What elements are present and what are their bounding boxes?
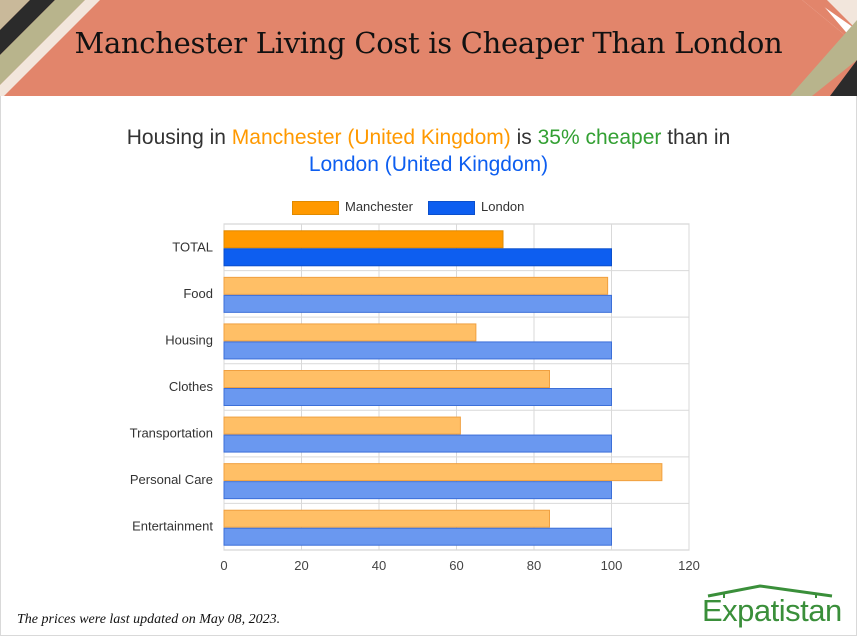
y-category-label: Clothes <box>169 379 214 394</box>
subtitle-city-1: Manchester (United Kingdom) <box>231 126 511 149</box>
bar-manchester-total <box>223 230 504 249</box>
x-tick-label: 20 <box>294 558 308 573</box>
last-updated-note: The prices were last updated on May 08, … <box>17 612 281 627</box>
legend-swatch-manchester <box>292 201 339 215</box>
expatistan-logo: Expatistan <box>700 584 842 630</box>
bar-london-total <box>223 248 612 267</box>
bar-chart: 0 20 40 60 80 100 120 TOTAL Food Housing Clothes Tr… <box>130 223 700 573</box>
y-category-label: Personal Care <box>130 472 213 487</box>
title-banner: Manchester Living Cost is Cheaper Than L… <box>0 0 857 96</box>
bar-manchester-personal-care <box>223 463 663 482</box>
bar-manchester-food <box>223 276 609 295</box>
subtitle-text-1: Housing in <box>126 126 232 149</box>
x-tick-label: 80 <box>527 558 541 573</box>
y-category-label: TOTAL <box>172 239 213 254</box>
y-category-label: Housing <box>165 332 213 347</box>
chart-subtitle: Housing in Manchester (United Kingdom) i… <box>60 124 797 178</box>
bar-london-transportation <box>223 434 612 453</box>
logo-roof-icon <box>707 584 833 598</box>
bar-manchester-entertainment <box>223 509 550 528</box>
subtitle-text-3: than in <box>661 126 731 149</box>
x-tick-label: 100 <box>601 558 623 573</box>
brand-name: Expatistan <box>702 593 842 628</box>
bar-manchester-transportation <box>223 416 461 435</box>
page-title: Manchester Living Cost is Cheaper Than L… <box>74 26 783 60</box>
y-category-label: Transportation <box>130 426 213 441</box>
banner-decoration <box>0 0 857 96</box>
y-category-label: Entertainment <box>132 519 213 534</box>
bar-manchester-clothes <box>223 370 550 388</box>
subtitle-diff: 35% cheaper <box>537 126 662 149</box>
bar-london-food <box>223 294 612 313</box>
y-category-label: Food <box>183 286 213 301</box>
x-tick-label: 0 <box>220 558 227 573</box>
subtitle-text-2: is <box>510 126 538 149</box>
bar-london-personal-care <box>223 481 612 500</box>
bar-london-housing <box>223 341 612 360</box>
x-tick-label: 40 <box>372 558 386 573</box>
x-tick-label: 60 <box>449 558 463 573</box>
bar-london-entertainment <box>223 527 612 546</box>
legend-label-manchester: Manchester <box>345 199 413 214</box>
legend-swatch-london <box>428 201 475 215</box>
bar-london-clothes <box>223 388 612 406</box>
x-tick-label: 120 <box>678 558 700 573</box>
legend-label-london: London <box>481 199 525 214</box>
bar-manchester-housing <box>223 323 477 342</box>
subtitle-city-2: London (United Kingdom) <box>308 153 549 176</box>
